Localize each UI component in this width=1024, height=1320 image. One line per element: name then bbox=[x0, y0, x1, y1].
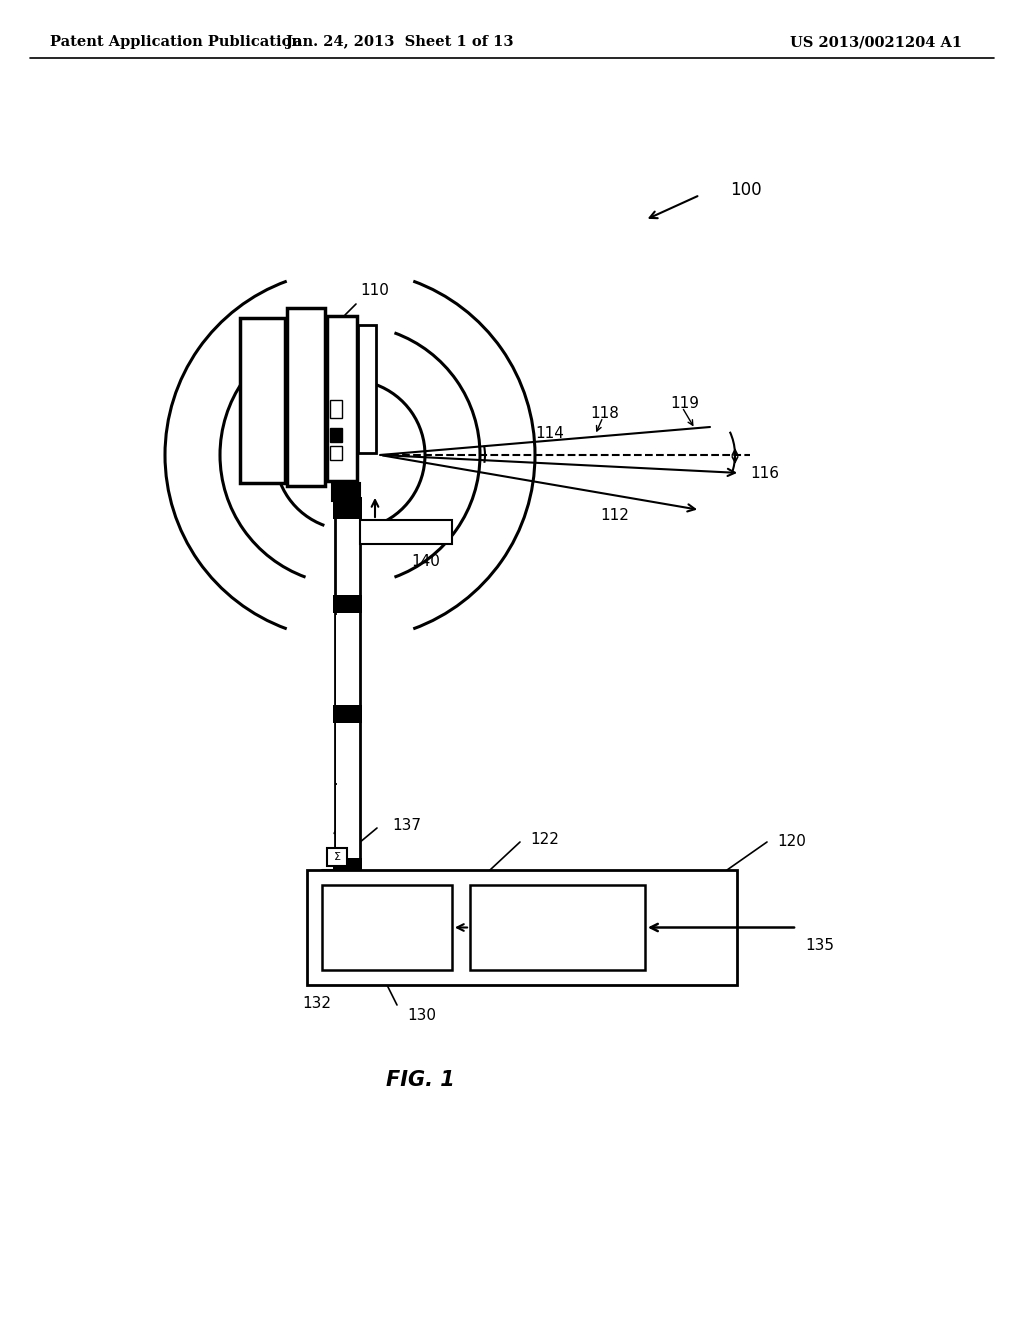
Text: 130: 130 bbox=[407, 1007, 436, 1023]
Text: Down Tilt
Determination
Component: Down Tilt Determination Component bbox=[508, 904, 607, 950]
Text: Patent Application Publication: Patent Application Publication bbox=[50, 36, 302, 49]
Bar bbox=[327, 847, 347, 866]
Bar bbox=[330, 446, 342, 459]
Bar bbox=[358, 325, 376, 453]
Text: 112: 112 bbox=[600, 507, 629, 523]
Bar bbox=[327, 315, 357, 480]
Bar bbox=[307, 870, 737, 985]
Text: Power
Amplifier: Power Amplifier bbox=[355, 912, 419, 942]
Text: 110: 110 bbox=[360, 282, 389, 298]
Text: 122: 122 bbox=[530, 833, 559, 847]
Text: Jan. 24, 2013  Sheet 1 of 13: Jan. 24, 2013 Sheet 1 of 13 bbox=[287, 36, 514, 49]
Bar bbox=[330, 428, 342, 442]
Text: 132: 132 bbox=[302, 995, 332, 1011]
Bar bbox=[240, 318, 285, 483]
Text: 118: 118 bbox=[590, 405, 618, 421]
Text: 137: 137 bbox=[392, 818, 421, 833]
Text: 116: 116 bbox=[750, 466, 779, 480]
Bar bbox=[333, 858, 362, 870]
Text: FIG. 1: FIG. 1 bbox=[386, 1071, 455, 1090]
Text: Controller: Controller bbox=[375, 525, 437, 539]
Bar bbox=[336, 785, 359, 861]
Text: 135: 135 bbox=[805, 939, 834, 953]
Text: 119: 119 bbox=[670, 396, 699, 411]
Bar bbox=[322, 884, 452, 970]
Bar bbox=[333, 498, 362, 519]
Bar bbox=[287, 308, 325, 486]
Bar bbox=[470, 884, 645, 970]
Text: 140: 140 bbox=[411, 554, 440, 569]
Text: 100: 100 bbox=[730, 181, 762, 199]
Bar bbox=[333, 705, 362, 723]
Bar bbox=[330, 400, 342, 418]
Bar bbox=[336, 615, 359, 705]
Bar bbox=[360, 520, 452, 544]
Text: 120: 120 bbox=[777, 834, 806, 850]
Text: US 2013/0021204 A1: US 2013/0021204 A1 bbox=[790, 36, 963, 49]
Text: Σ: Σ bbox=[334, 851, 341, 862]
Text: 114: 114 bbox=[535, 425, 564, 441]
Bar bbox=[332, 483, 360, 502]
Bar bbox=[335, 500, 360, 870]
Bar bbox=[336, 723, 359, 783]
Bar bbox=[333, 595, 362, 612]
